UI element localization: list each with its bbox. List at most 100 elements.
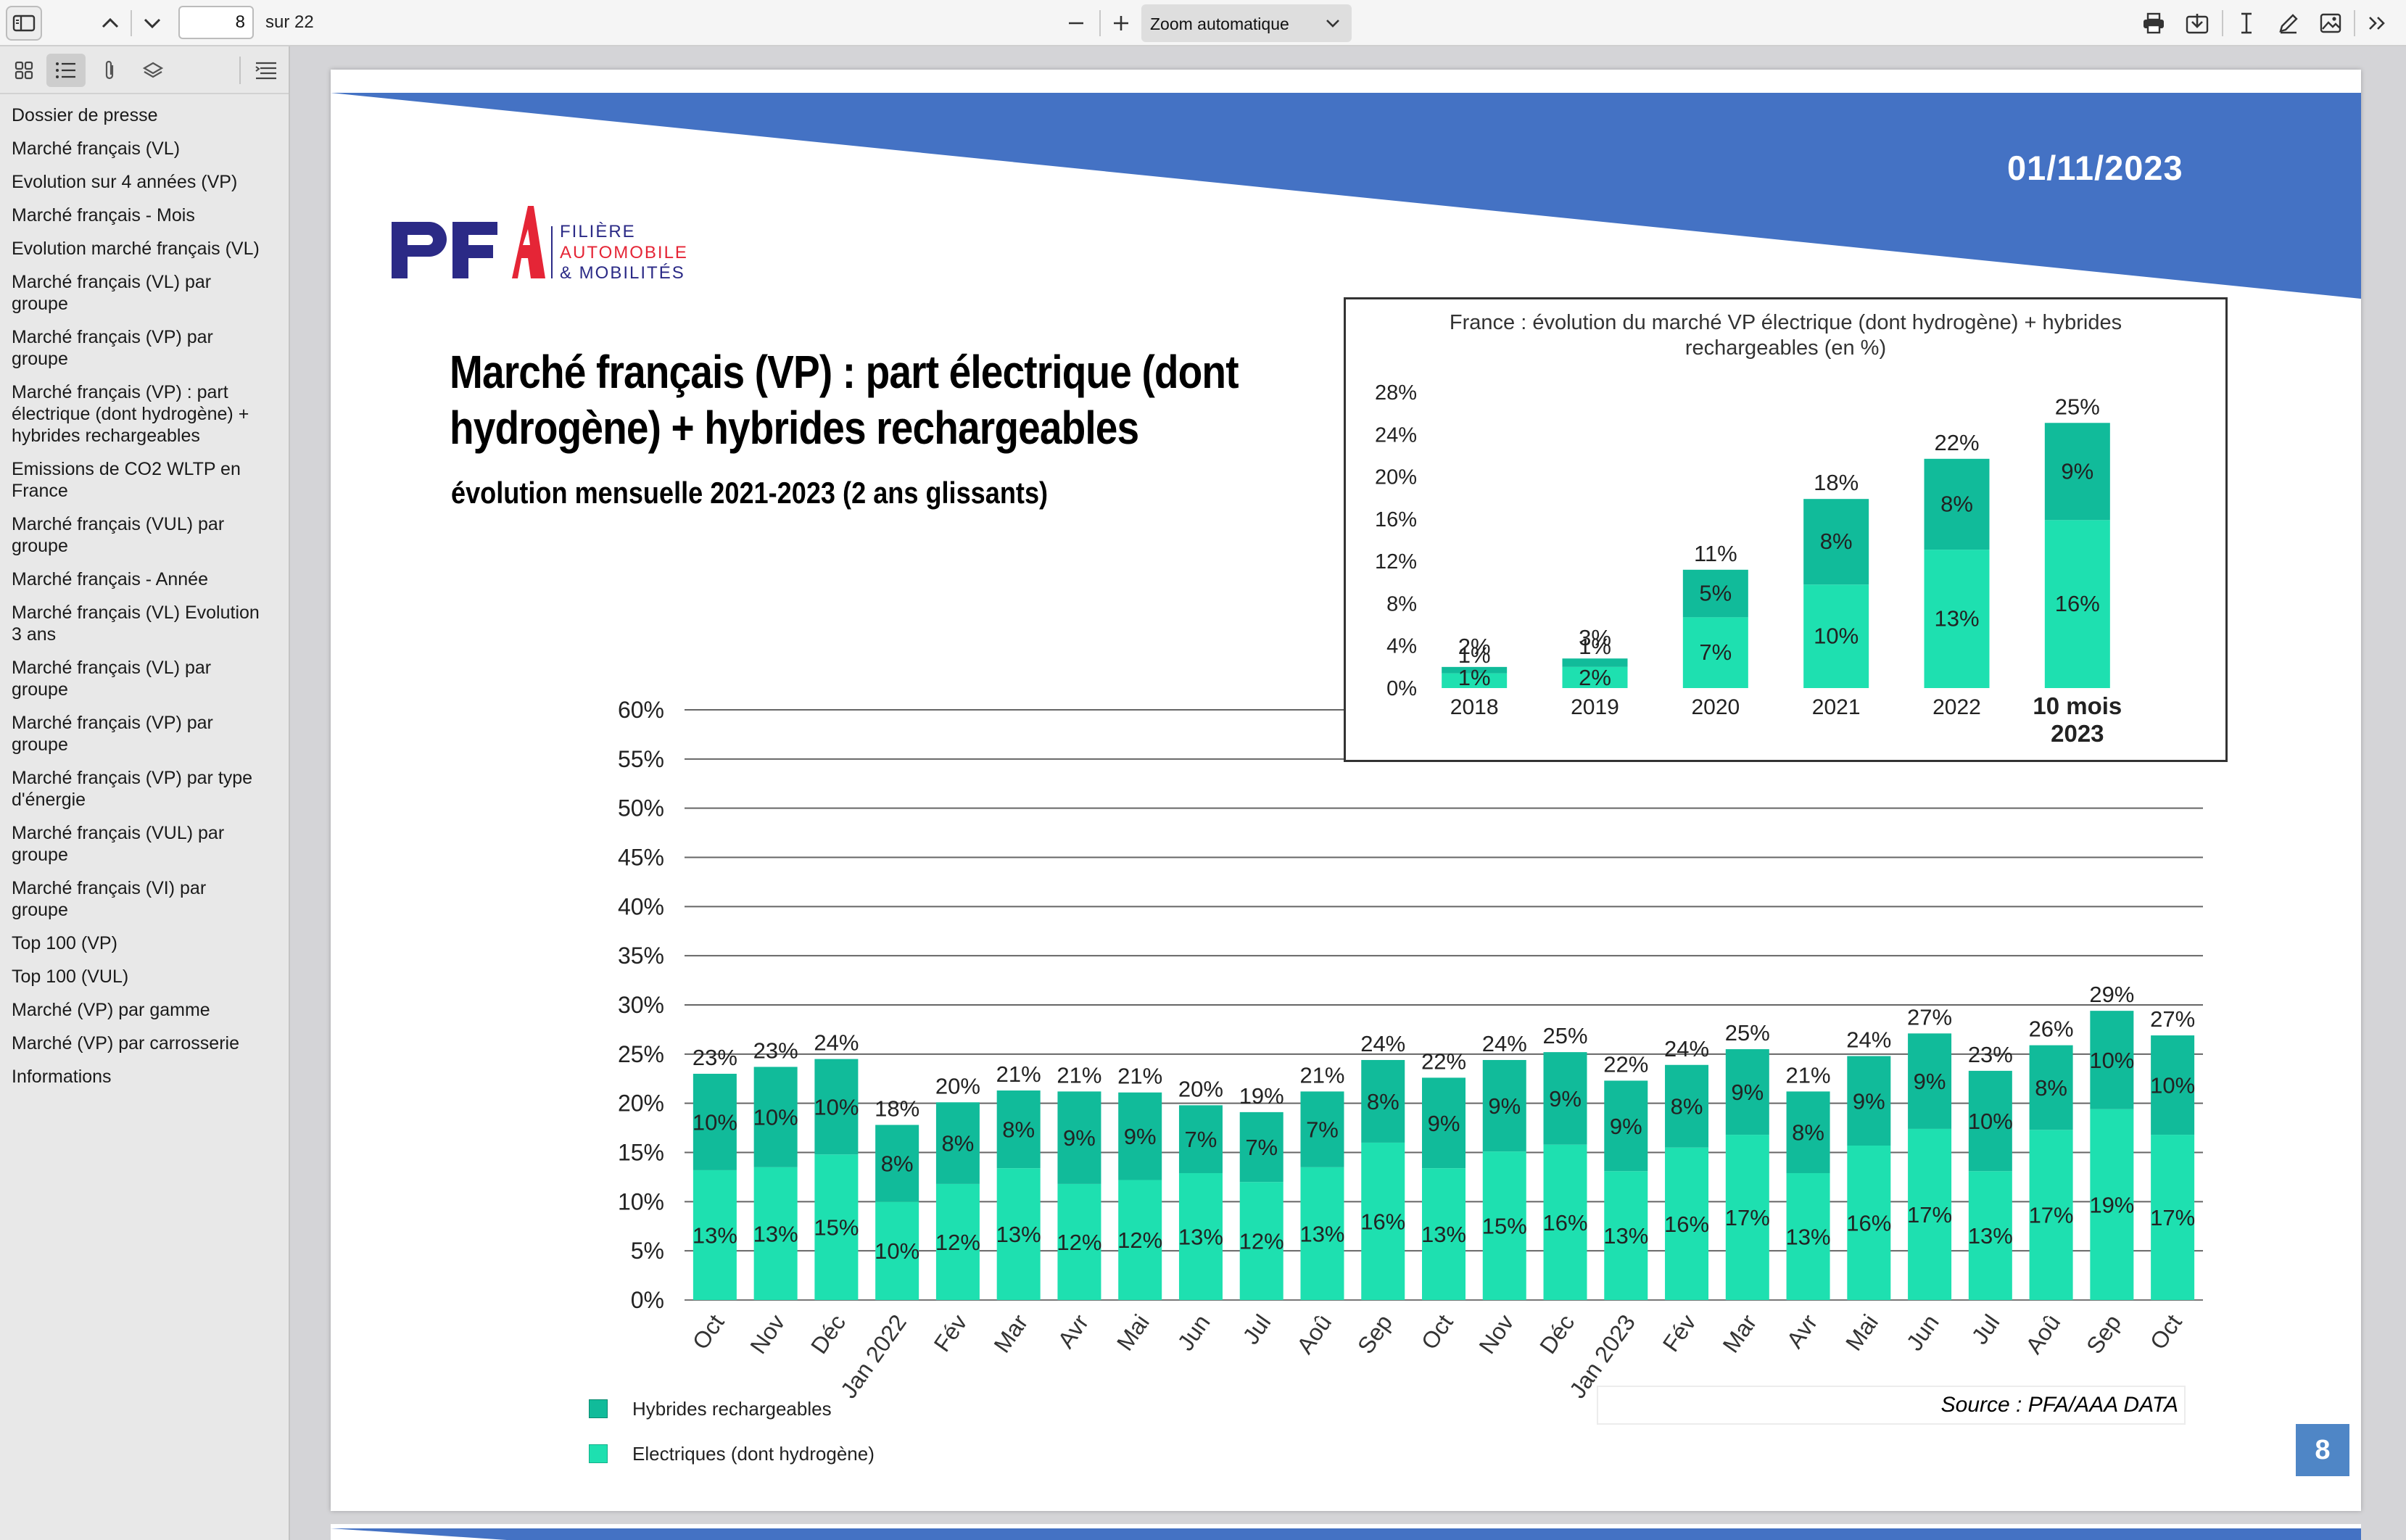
outline-item-label: électrique (dont hydrogène) +: [12, 404, 249, 424]
outline-item[interactable]: Marché (VP) par carrosserie: [12, 1032, 287, 1054]
current-outline-item-button[interactable]: [247, 54, 286, 87]
document-viewer[interactable]: 01/11/2023 FILIÈRE AUTOMOBILE & MOBILITÉ…: [292, 46, 2406, 1540]
outline-item[interactable]: Marché français (VL) par groupe: [12, 271, 287, 315]
data-label-total: 29%: [2089, 982, 2134, 1007]
data-label-total: 24%: [814, 1030, 859, 1056]
outline-item[interactable]: Evolution marché français (VL): [12, 238, 287, 260]
y-tick-label: 40%: [618, 893, 664, 919]
inset-label-electric: 16%: [2055, 591, 2100, 616]
outline-item[interactable]: Marché français - Année: [12, 568, 287, 590]
page-number-input[interactable]: [178, 6, 254, 39]
zoom-out-icon: [1069, 22, 1083, 25]
print-button[interactable]: [2138, 7, 2170, 39]
data-label-electric: 17%: [2029, 1203, 2074, 1228]
x-tick-label: Jul: [1238, 1309, 1276, 1349]
sidebar-toolbar: [0, 46, 289, 94]
data-label-total: 27%: [1907, 1004, 1952, 1030]
page-badge-number: 8: [2315, 1434, 2331, 1465]
data-label-electric: 10%: [875, 1238, 919, 1264]
outline-item-label: Emissions de CO2 WLTP en: [12, 459, 241, 479]
bar-hybrid: [1178, 1105, 1223, 1173]
outline-item[interactable]: Marché français (VP) : part électrique (d…: [12, 381, 287, 447]
inset-bar-hybrid: [1682, 569, 1748, 618]
outline-item-label: Marché français (VUL) par: [12, 514, 225, 534]
data-label-electric: 15%: [1482, 1214, 1527, 1239]
outline-item[interactable]: Informations: [12, 1066, 287, 1088]
outline-item[interactable]: Marché français (VP) par type d'énergie: [12, 767, 287, 811]
outline-item-label: Marché français - Mois: [12, 205, 195, 225]
outline-item[interactable]: Emissions de CO2 WLTP en France: [12, 458, 287, 502]
text-tool-button[interactable]: [2231, 7, 2262, 39]
inset-x-tick-label: 2022: [1932, 695, 1981, 719]
bar-hybrid: [996, 1090, 1041, 1169]
outline-item[interactable]: Marché français (VUL) par groupe: [12, 822, 287, 866]
data-label-total: 18%: [875, 1096, 919, 1122]
yearly-share-chart: 0%4%8%12%16%20%24%28%1%1%2%20182%1%3%201…: [1375, 381, 2122, 747]
zoom-select[interactable]: Zoom automatique: [1141, 4, 1352, 42]
next-page-button[interactable]: [136, 7, 168, 39]
bar-electric: [996, 1168, 1041, 1300]
outline-item[interactable]: Evolution sur 4 années (VP): [12, 171, 287, 193]
outline-item[interactable]: Marché français (VL): [12, 138, 287, 160]
page-total-label: sur 22: [265, 12, 314, 32]
outline-item-label: France: [12, 481, 68, 501]
data-label-total: 21%: [1057, 1062, 1101, 1088]
save-button[interactable]: [2181, 7, 2213, 39]
x-tick-label: Sep: [2081, 1309, 2126, 1358]
chevron-up-icon: [102, 17, 119, 28]
sidebar: Dossier de presse Marché français (VL) Evo…: [0, 46, 290, 1540]
outline-item-label: Marché français (VP) par: [12, 713, 213, 733]
data-label-hybrid: 9%: [1124, 1124, 1157, 1149]
bar-electric: [1968, 1171, 2012, 1300]
outline-item[interactable]: Top 100 (VUL): [12, 966, 287, 988]
attachments-button[interactable]: [90, 54, 129, 87]
data-label-total: 25%: [1542, 1023, 1587, 1048]
bar-hybrid: [2151, 1035, 2195, 1135]
pfa-logo-mark: [392, 206, 545, 278]
bar-hybrid: [1239, 1111, 1283, 1183]
thumbnails-button[interactable]: [4, 54, 44, 87]
outline-item[interactable]: Top 100 (VP): [12, 932, 287, 954]
attachments-icon: [105, 60, 114, 80]
zoom-out-button[interactable]: [1060, 7, 1092, 39]
x-tick-label: Fév: [1658, 1309, 1701, 1356]
outline-item[interactable]: Marché français - Mois: [12, 204, 287, 226]
more-tools-button[interactable]: [2361, 7, 2393, 39]
outline-item[interactable]: Marché français (VL) Evolution 3 ans: [12, 602, 287, 645]
toolbar-separator: [131, 10, 132, 36]
outline-item[interactable]: Marché français (VI) par groupe: [12, 877, 287, 921]
zoom-in-button[interactable]: [1105, 7, 1137, 39]
layers-button[interactable]: [133, 54, 173, 87]
bar-hybrid: [1300, 1091, 1344, 1167]
outline-item-label: Marché français (VL): [12, 138, 181, 159]
inset-bar-electric: [1803, 584, 1869, 688]
data-label-total: 23%: [693, 1045, 737, 1070]
outline-item[interactable]: Marché français (VUL) par groupe: [12, 513, 287, 557]
outline-item[interactable]: Dossier de presse: [12, 104, 287, 126]
legend-label-electric: Electriques (dont hydrogène): [632, 1443, 875, 1465]
outline-item[interactable]: Marché (VP) par gamme: [12, 999, 287, 1021]
inset-label-hybrid: 8%: [1820, 529, 1853, 554]
outline-item[interactable]: Marché français (VL) par groupe: [12, 657, 287, 700]
current-outline-item-icon: [255, 62, 276, 80]
data-label-hybrid: 7%: [1245, 1135, 1278, 1160]
data-label-total: 21%: [996, 1061, 1041, 1087]
outline-item-label: Marché français (VI) par: [12, 878, 207, 898]
data-label-hybrid: 9%: [1549, 1086, 1582, 1111]
data-label-hybrid: 10%: [753, 1105, 798, 1130]
image-tool-button[interactable]: [2315, 7, 2347, 39]
outline-item-label: groupe: [12, 900, 68, 920]
bar-electric: [1118, 1180, 1162, 1300]
outline-button[interactable]: [46, 54, 86, 87]
bar-hybrid: [2029, 1045, 2073, 1130]
outline-item[interactable]: Marché français (VP) par groupe: [12, 712, 287, 755]
inset-y-tick-label: 4%: [1386, 635, 1417, 658]
outline-item-label: groupe: [12, 734, 68, 755]
sidebar-toggle-button[interactable]: [6, 6, 42, 41]
previous-page-button[interactable]: [94, 7, 126, 39]
outline-item[interactable]: Marché français (VP) par groupe: [12, 326, 287, 370]
outline-item-label: Marché français (VL) par: [12, 272, 212, 292]
inset-x-tick-label: 2020: [1691, 695, 1740, 719]
legend-swatch-electric: [589, 1444, 608, 1463]
draw-tool-button[interactable]: [2273, 7, 2304, 39]
